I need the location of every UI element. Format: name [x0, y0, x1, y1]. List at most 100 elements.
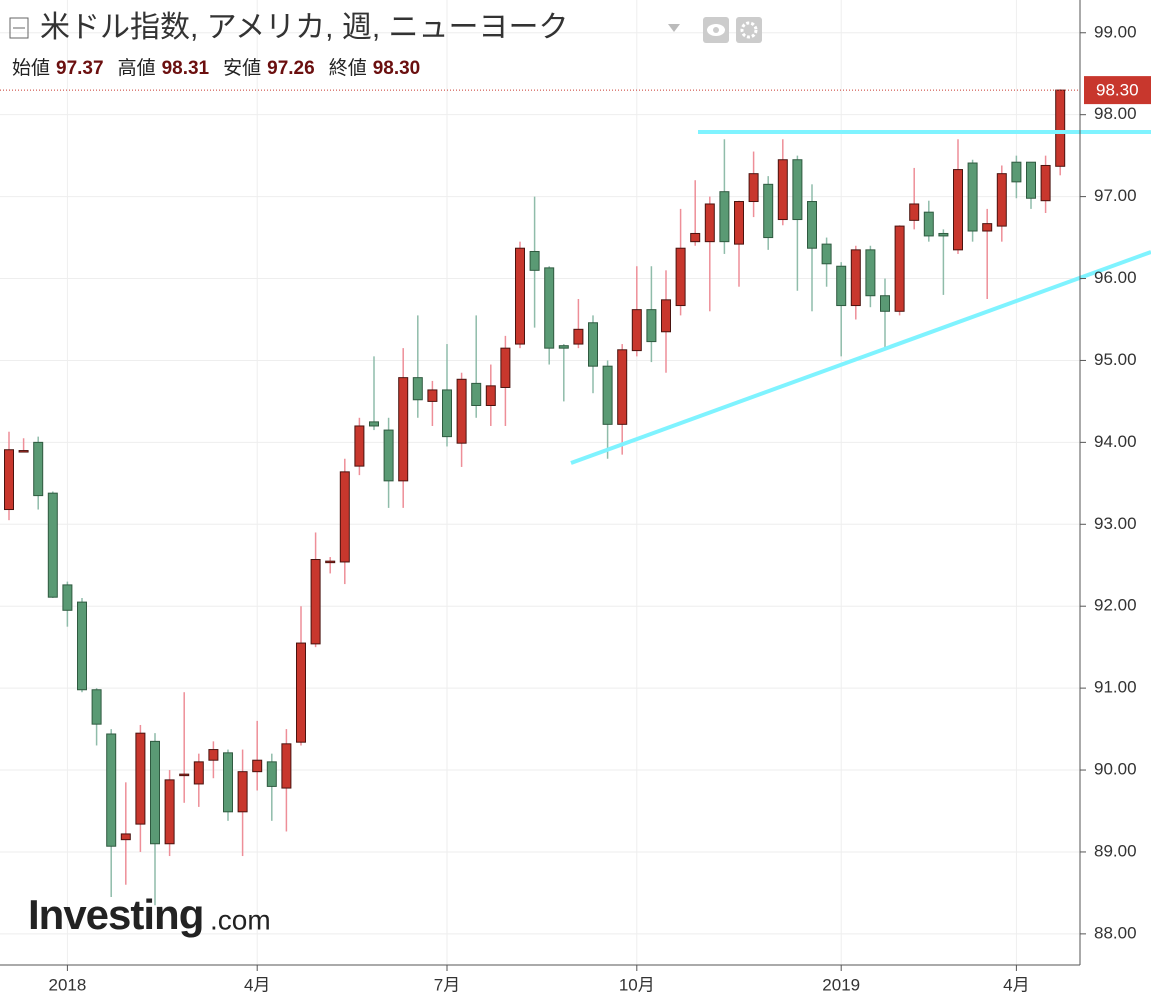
candle-body: [383, 429, 394, 482]
candle-body: [558, 345, 569, 349]
candle-body: [836, 265, 847, 307]
candle-body: [704, 203, 715, 243]
y-tick-label: 91.00: [1094, 678, 1137, 697]
watermark-suffix: .com: [210, 904, 271, 935]
candle-body: [617, 349, 628, 425]
candle-body: [33, 441, 44, 497]
x-tick-label: 7月: [434, 975, 460, 994]
candle-body: [4, 449, 14, 511]
candle-body: [193, 761, 204, 785]
x-tick-label: 2019: [822, 975, 860, 994]
x-tick-label: 4月: [244, 975, 270, 994]
candle-body: [588, 322, 598, 367]
y-tick-label: 99.00: [1094, 22, 1137, 41]
eye-icon-pupil: [713, 27, 719, 33]
candle-body: [18, 450, 29, 453]
candle-body: [1040, 164, 1051, 202]
candle-body: [690, 232, 701, 243]
collapse-icon[interactable]: [9, 17, 29, 39]
candle-body: [485, 385, 496, 406]
candle-body: [661, 299, 671, 333]
candle-body: [923, 211, 934, 237]
candle-body: [807, 201, 817, 249]
candle-body: [91, 689, 102, 725]
candle-body: [763, 183, 774, 239]
candle-body: [471, 382, 482, 406]
settings-icon-gear: [740, 21, 758, 39]
y-tick-label: 89.00: [1094, 841, 1137, 860]
candle-body: [821, 243, 832, 265]
candle-body: [909, 203, 920, 221]
candle-body: [982, 223, 993, 232]
y-tick-label: 98.00: [1094, 104, 1137, 123]
candle-body: [62, 584, 73, 611]
legend-label: 安値: [223, 57, 261, 79]
candle-body: [996, 173, 1007, 227]
x-tick-label: 2018: [48, 975, 86, 994]
candle-body: [135, 732, 146, 825]
candle-body: [500, 347, 511, 388]
candle-body: [865, 249, 876, 297]
x-tick-label: 10月: [619, 975, 655, 994]
candle-body: [967, 162, 978, 232]
y-tick-label: 94.00: [1094, 432, 1137, 451]
candle-body: [734, 201, 744, 245]
candle-body: [1011, 161, 1022, 183]
candle-body: [237, 771, 248, 813]
y-tick-label: 92.00: [1094, 596, 1137, 615]
candle-body: [266, 761, 277, 787]
candle-body: [47, 492, 58, 598]
candle-body: [675, 247, 686, 307]
candle-body: [442, 389, 452, 438]
candle-body: [515, 247, 525, 345]
candle-body: [1026, 161, 1036, 199]
legend-label: 高値: [118, 57, 156, 79]
last-price-tag: [1084, 76, 1151, 105]
legend-value: 98.30: [373, 58, 421, 79]
y-tick-label: 97.00: [1094, 186, 1137, 205]
candle-body: [777, 159, 788, 221]
legend-label: 始値: [12, 57, 50, 79]
candle-body: [748, 173, 759, 203]
candle-body: [456, 378, 467, 444]
grid: [0, 0, 1080, 965]
candle-body: [310, 559, 321, 645]
candle-body: [544, 267, 555, 349]
candle-body: [398, 377, 409, 482]
candle-body: [369, 421, 379, 427]
legend-value: 98.31: [162, 58, 210, 79]
candles: [4, 89, 1066, 906]
candle-body: [208, 749, 219, 761]
candle-body: [77, 601, 87, 691]
legend-label: 終値: [329, 57, 367, 79]
candle-body: [296, 642, 306, 743]
candle-body: [602, 365, 613, 425]
chart-title: 米ドル指数, アメリカ, 週, ニューヨーク: [40, 11, 569, 44]
candle-body: [646, 309, 657, 343]
candle-body: [427, 389, 438, 402]
legend-value: 97.26: [267, 58, 315, 79]
ohlc-legend: 始値 97.37 高値 98.31 安値 97.26 終値 98.30: [12, 57, 420, 79]
settings-icon[interactable]: [736, 17, 762, 43]
candle-body: [164, 779, 175, 845]
candle-body: [850, 249, 861, 307]
watermark: Investing: [28, 891, 203, 938]
x-tick-label: 4月: [1003, 975, 1029, 994]
candle-body: [880, 295, 890, 312]
last-price-label: 98.30: [1096, 81, 1139, 100]
candle-body: [1055, 89, 1066, 167]
candle-body: [412, 377, 423, 401]
candle-body: [938, 232, 949, 237]
candle-body: [339, 471, 350, 563]
dropdown-icon[interactable]: [668, 24, 680, 32]
candle-body: [150, 740, 160, 845]
candle-body: [252, 759, 263, 773]
candle-body: [281, 743, 292, 789]
y-tick-label: 88.00: [1094, 923, 1137, 942]
candle-body: [223, 752, 233, 813]
candle-body: [792, 159, 803, 221]
y-tick-label: 96.00: [1094, 268, 1137, 287]
candle-body: [120, 833, 131, 841]
